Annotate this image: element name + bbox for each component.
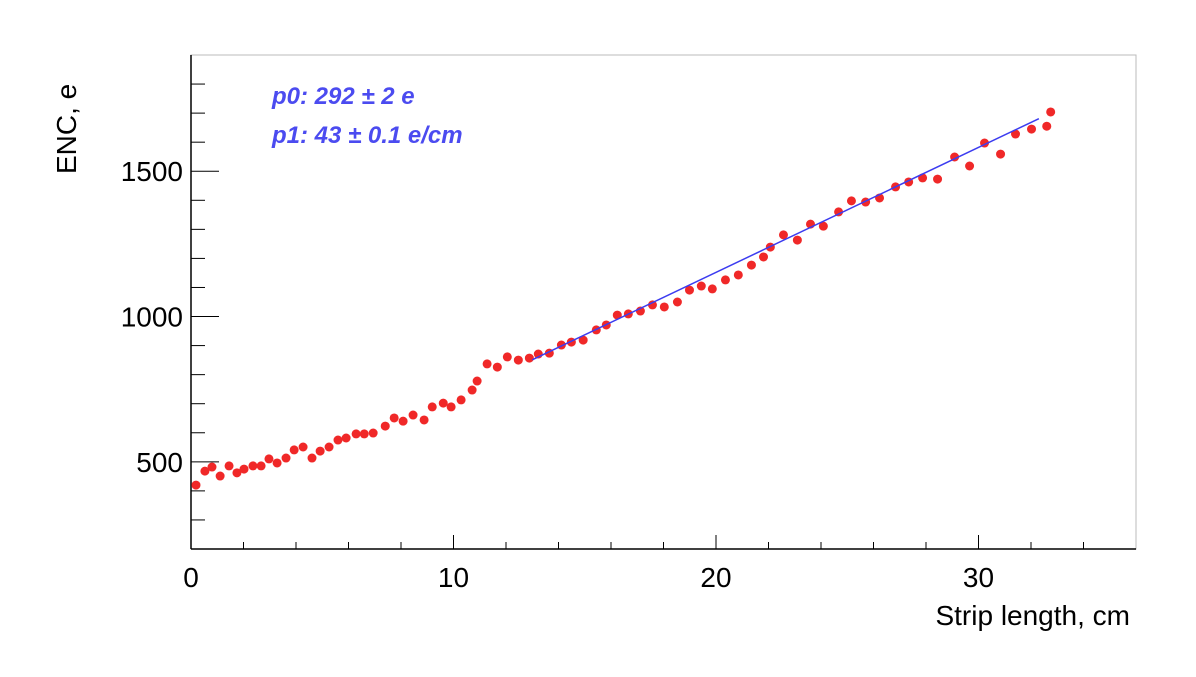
point [333, 435, 343, 445]
point [684, 285, 694, 295]
point [281, 453, 291, 463]
point [419, 415, 429, 425]
point [492, 362, 502, 372]
point [315, 446, 325, 456]
x-axis-label: Strip length, cm [935, 600, 1130, 631]
point [298, 442, 308, 452]
x-tick-label: 30 [963, 562, 994, 593]
point [207, 462, 217, 472]
point [239, 464, 249, 474]
point [578, 335, 588, 345]
point [380, 421, 390, 431]
point [408, 410, 418, 420]
point [818, 221, 828, 231]
point [846, 196, 856, 206]
point [1046, 107, 1056, 117]
point [256, 461, 266, 471]
point [759, 252, 769, 262]
point [368, 428, 378, 438]
annotation: p1: 43 ± 0.1 e/cm [271, 122, 463, 149]
point [307, 453, 317, 463]
point [513, 355, 523, 365]
point [467, 385, 477, 395]
point [398, 416, 408, 426]
point [456, 395, 466, 405]
point [834, 207, 844, 217]
point [502, 352, 512, 362]
point [427, 402, 437, 412]
point [746, 260, 756, 270]
point [524, 353, 534, 363]
point [933, 174, 943, 184]
point [232, 468, 242, 478]
point [659, 302, 669, 312]
point [224, 461, 234, 471]
point [324, 442, 334, 452]
point [248, 461, 258, 471]
point [351, 429, 361, 439]
point [446, 402, 456, 412]
point [647, 300, 657, 310]
x-tick-label: 10 [438, 562, 469, 593]
annotation: p0: 292 ± 2 e [271, 83, 415, 110]
y-axis-label: ENC, e [51, 84, 82, 174]
x-tick-label: 0 [183, 562, 199, 593]
point [672, 297, 682, 307]
point [272, 458, 282, 468]
y-tick-label: 500 [136, 447, 183, 478]
point [996, 149, 1006, 159]
point [1042, 121, 1052, 131]
point [191, 480, 201, 490]
point [720, 275, 730, 285]
point [696, 281, 706, 291]
point [200, 466, 210, 476]
point [482, 359, 492, 369]
point [472, 376, 482, 386]
fit-line [531, 117, 1040, 361]
point [341, 433, 351, 443]
point [1027, 124, 1037, 134]
y-tick-label: 1000 [121, 302, 183, 333]
point [389, 413, 399, 423]
point [965, 161, 975, 171]
point [359, 429, 369, 439]
point [215, 471, 225, 481]
point [438, 398, 448, 408]
point [733, 270, 743, 280]
point [792, 235, 802, 245]
point [1011, 129, 1021, 139]
point [778, 230, 788, 240]
point [289, 445, 299, 455]
y-tick-label: 1500 [121, 156, 183, 187]
point [264, 454, 274, 464]
point [707, 284, 717, 294]
point [612, 310, 622, 320]
x-tick-label: 20 [700, 562, 731, 593]
